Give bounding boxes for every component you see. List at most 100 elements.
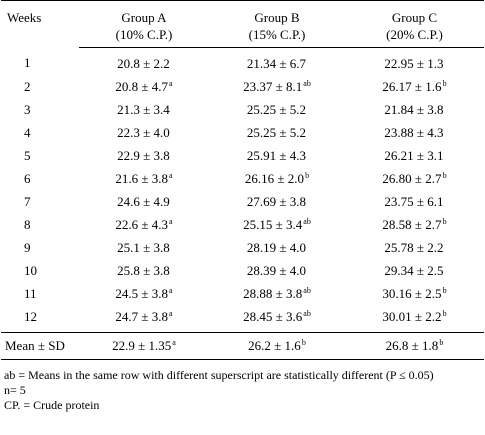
cell-value: 26.2 ± 1.6 [248, 338, 301, 353]
value-cell: 26.17 ± 1.6b [345, 75, 484, 98]
cell-value: 22.9 ± 3.8 [117, 147, 170, 163]
value-cell: 25.78 ± 2.2 [345, 236, 484, 259]
cell-value: 25.1 ± 3.8 [117, 239, 170, 255]
week-cell: 1 [24, 55, 31, 71]
weight-table: Weeks Group A Group B Group C (10% C.P.)… [1, 0, 484, 360]
value-cell: 20.8 ± 4.7a [79, 75, 209, 98]
week-cell: 2 [24, 78, 31, 94]
value-cell: 25.15 ± 3.4ab [209, 213, 345, 236]
table-row: 8 22.6 ± 4.3a 25.15 ± 3.4ab 28.58 ± 2.7b [1, 213, 484, 236]
value-cell: 27.69 ± 3.8 [209, 190, 345, 213]
week-cell: 10 [24, 262, 37, 278]
cell-value: 27.69 ± 3.8 [246, 193, 307, 209]
cell-value: 25.91 ± 4.3 [246, 147, 307, 163]
cell-value: 25.8 ± 3.8 [117, 262, 170, 278]
value-cell: 24.6 ± 4.9 [79, 190, 209, 213]
mean-cell: 26.2 ± 1.6b [209, 332, 345, 360]
table-row: 1 20.8 ± 2.2 21.34 ± 6.7 22.95 ± 1.3 [1, 48, 484, 76]
value-cell: 30.01 ± 2.2b [345, 305, 484, 333]
cell-superscript: ab [303, 285, 311, 295]
cell-superscript: ab [303, 308, 311, 318]
week-cell: 8 [24, 216, 31, 232]
value-cell: 28.39 ± 4.0 [209, 259, 345, 282]
cell-value: 29.34 ± 2.5 [384, 262, 444, 278]
cell-value: 22.9 ± 1.35 [112, 338, 172, 353]
cell-value: 20.8 ± 2.2 [117, 55, 170, 71]
table-row: 9 25.1 ± 3.8 28.19 ± 4.0 25.78 ± 2.2 [1, 236, 484, 259]
value-cell: 23.75 ± 6.1 [345, 190, 484, 213]
week-cell: 6 [24, 170, 31, 186]
cell-superscript: a [169, 308, 173, 318]
cell-value: 25.25 ± 5.2 [246, 101, 307, 117]
value-cell: 28.45 ± 3.6ab [209, 305, 345, 333]
cell-value: 26.16 ± 2.0 [244, 170, 305, 186]
cell-value: 30.01 ± 2.2 [382, 308, 442, 324]
week-cell: 9 [24, 239, 31, 255]
cell-value: 21.84 ± 3.8 [384, 101, 444, 117]
cell-value: 24.6 ± 4.9 [117, 193, 170, 209]
group-b-header: Group B [209, 0, 345, 26]
value-cell: 28.58 ± 2.7b [345, 213, 484, 236]
cell-superscript: a [169, 170, 173, 180]
week-cell: 11 [24, 285, 37, 301]
table-row: 7 24.6 ± 4.9 27.69 ± 3.8 23.75 ± 6.1 [1, 190, 484, 213]
value-cell: 26.16 ± 2.0b [209, 167, 345, 190]
cell-superscript: ab [303, 216, 311, 226]
cell-superscript: b [301, 338, 306, 347]
table-row: 10 25.8 ± 3.8 28.39 ± 4.0 29.34 ± 2.5 [1, 259, 484, 282]
cell-value: 21.3 ± 3.4 [117, 101, 170, 117]
cell-superscript: a [172, 338, 176, 347]
value-cell: 21.3 ± 3.4 [79, 98, 209, 121]
value-cell: 21.6 ± 3.8a [79, 167, 209, 190]
table-footer: Mean ± SD 22.9 ± 1.35a 26.2 ± 1.6b 26.8 … [1, 332, 484, 360]
cell-superscript: b [442, 285, 447, 295]
week-cell: 12 [1, 305, 79, 333]
cell-superscript: b [439, 338, 444, 347]
mean-row: Mean ± SD 22.9 ± 1.35a 26.2 ± 1.6b 26.8 … [1, 332, 484, 360]
table-row: 3 21.3 ± 3.4 25.25 ± 5.2 21.84 ± 3.8 [1, 98, 484, 121]
cell-value: 26.17 ± 1.6 [382, 78, 442, 94]
value-cell: 21.34 ± 6.7 [209, 48, 345, 76]
value-cell: 25.91 ± 4.3 [209, 144, 345, 167]
cell-value: 23.75 ± 6.1 [384, 193, 444, 209]
week-cell: 7 [24, 193, 31, 209]
cell-value: 26.8 ± 1.8 [385, 338, 439, 353]
value-cell: 25.25 ± 5.2 [209, 121, 345, 144]
value-cell: 28.88 ± 3.8ab [209, 282, 345, 305]
value-cell: 21.84 ± 3.8 [345, 98, 484, 121]
value-cell: 25.25 ± 5.2 [209, 98, 345, 121]
note-crude-protein: CP. = Crude protein [4, 398, 100, 412]
table-row: 11 24.5 ± 3.8a 28.88 ± 3.8ab 30.16 ± 2.5b [1, 282, 484, 305]
table-notes: ab = Means in the same row with differen… [4, 368, 485, 413]
table-row: 5 22.9 ± 3.8 25.91 ± 4.3 26.21 ± 3.1 [1, 144, 484, 167]
cell-value: 30.16 ± 2.5 [382, 285, 442, 301]
value-cell: 26.80 ± 2.7b [345, 167, 484, 190]
group-c-header: Group C [345, 0, 484, 26]
value-cell: 22.9 ± 3.8 [79, 144, 209, 167]
value-cell: 22.3 ± 4.0 [79, 121, 209, 144]
cell-value: 25.78 ± 2.2 [384, 239, 444, 255]
cell-value: 22.3 ± 4.0 [117, 124, 170, 140]
value-cell: 23.88 ± 4.3 [345, 121, 484, 144]
value-cell: 26.21 ± 3.1 [345, 144, 484, 167]
weeks-header: Weeks [1, 0, 79, 48]
table-row: 12 24.7 ± 3.8a 28.45 ± 3.6ab 30.01 ± 2.2b [1, 305, 484, 333]
cell-value: 21.34 ± 6.7 [246, 55, 307, 71]
value-cell: 25.8 ± 3.8 [79, 259, 209, 282]
table-row: 4 22.3 ± 4.0 25.25 ± 5.2 23.88 ± 4.3 [1, 121, 484, 144]
cell-value: 20.8 ± 4.7 [115, 78, 169, 94]
cell-superscript: a [169, 78, 173, 88]
cell-superscript: b [305, 170, 310, 180]
group-a-header: Group A [79, 0, 209, 26]
value-cell: 24.7 ± 3.8a [79, 305, 209, 333]
cell-value: 23.88 ± 4.3 [384, 124, 444, 140]
note-sample-size: n= 5 [4, 383, 26, 397]
value-cell: 28.19 ± 4.0 [209, 236, 345, 259]
cell-value: 28.19 ± 4.0 [246, 239, 307, 255]
note-significance: ab = Means in the same row with differen… [4, 368, 434, 382]
cell-value: 26.21 ± 3.1 [384, 147, 444, 163]
cell-value: 22.95 ± 1.3 [384, 55, 444, 71]
table-row: 2 20.8 ± 4.7a 23.37 ± 8.1ab 26.17 ± 1.6b [1, 75, 484, 98]
week-cell: 4 [24, 124, 31, 140]
cell-value: 23.37 ± 8.1 [243, 78, 303, 94]
